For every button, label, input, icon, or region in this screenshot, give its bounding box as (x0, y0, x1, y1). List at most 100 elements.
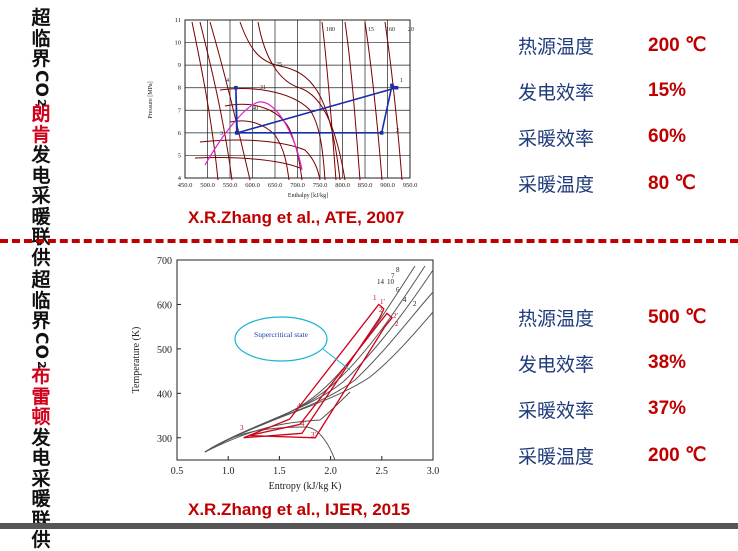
y-tick-label: 9 (178, 62, 181, 69)
isotherm-label: 15 (368, 27, 374, 33)
title-char: 电 (31, 447, 51, 470)
stat-row: 热源温度 500 ℃ (518, 294, 733, 340)
y-tick-label: 4 (178, 175, 182, 182)
title-co2: CO2 (31, 69, 51, 108)
x-tick-label: 1.5 (273, 466, 286, 477)
state-point-label: 3 (240, 424, 244, 432)
title-char: 采 (31, 467, 51, 490)
x-tick-label: 650.0 (268, 182, 283, 189)
title-char: 朗 (31, 103, 51, 126)
stat-row: 热源温度 200 ℃ (518, 22, 733, 68)
state-point-label: 3' (311, 431, 316, 439)
x-tick-label: 600.0 (245, 182, 260, 189)
cycle-point (234, 85, 238, 90)
bottom-stats: 热源温度 500 ℃ 发电效率 38% 采暖效率 37% 采暖温度 200 ℃ (518, 294, 733, 478)
stat-label: 热源温度 (518, 307, 595, 330)
x-tick-label: 550.0 (223, 182, 238, 189)
title-char: 联 (31, 226, 51, 249)
state-point-label: 4' (301, 420, 306, 428)
y-axis-label: Pressure [MPa] (148, 81, 154, 118)
y-tick-label: 500 (157, 345, 172, 356)
stat-label: 发电效率 (518, 81, 595, 104)
x-tick-label: 500.0 (200, 182, 215, 189)
y-tick-label: 700 (157, 256, 172, 267)
stat-value: 200 ℃ (648, 34, 707, 56)
x-tick-label: 900.0 (380, 182, 395, 189)
stat-row: 发电效率 38% (518, 340, 733, 386)
title-char: 临 (31, 27, 51, 50)
title-co2: CO2 (31, 331, 51, 370)
stat-label: 采暖效率 (518, 399, 595, 422)
stat-value: 60% (648, 126, 687, 147)
bottom-section-title: 超 临 界 CO2 布 雷 顿 发 电 采 暖 联 供 (28, 270, 54, 551)
state-point-label: 4 (226, 78, 229, 84)
x-tick-label: 1.0 (222, 466, 235, 477)
isotherm-label: 180 (326, 27, 335, 33)
x-tick-label: 850.0 (358, 182, 373, 189)
state-point-label: 1 (400, 78, 403, 84)
top-citation: X.R.Zhang et al., ATE, 2007 (188, 208, 405, 227)
title-char: 超 (31, 7, 51, 29)
y-tick-label: 600 (157, 300, 172, 311)
title-char: 超 (31, 269, 51, 291)
cycle-point (379, 131, 384, 135)
state-point-label: 4 (297, 402, 301, 410)
x-tick-label: 2.5 (376, 466, 389, 477)
bottom-bar (0, 523, 738, 529)
y-axis-label: Temperature (K) (131, 327, 142, 394)
state-point-label: 2 (396, 128, 399, 134)
state-point-label: 2 (395, 320, 399, 328)
stat-label: 发电效率 (518, 353, 595, 376)
stat-value: 38% (648, 352, 687, 373)
title-char: 暖 (31, 205, 51, 228)
cycle-line (248, 312, 393, 439)
plot-frame (176, 259, 434, 461)
isotherm-label: 25 (276, 62, 282, 68)
stat-row: 采暖效率 60% (518, 114, 733, 160)
stat-label: 热源温度 (518, 35, 595, 58)
x-tick-label: 750.0 (313, 182, 328, 189)
curve-label: 6 (396, 286, 400, 294)
stat-label: 采暖温度 (518, 173, 595, 196)
title-char: 供 (31, 529, 51, 551)
stat-row: 采暖温度 200 ℃ (518, 432, 733, 478)
title-char: 发 (31, 426, 51, 449)
isotherm-label: 160 (386, 27, 395, 33)
isotherm-label: 20 (408, 27, 414, 33)
title-char: 临 (31, 289, 51, 312)
title-char: 界 (31, 310, 51, 332)
supercritical-callout: Supercritical state (234, 316, 351, 371)
y-tick-label: 400 (157, 389, 172, 400)
title-char: 供 (31, 246, 51, 269)
title-char: 电 (31, 164, 51, 187)
stat-label: 采暖温度 (518, 445, 595, 468)
x-tick-label: 950.0 (403, 182, 418, 189)
bottom-citation: X.R.Zhang et al., IJER, 2015 (188, 500, 411, 519)
supercritical-label: Supercritical state (254, 330, 309, 339)
curve-label: 14 (377, 278, 385, 286)
title-char: 界 (31, 48, 51, 70)
x-tick-label: 2.0 (324, 466, 337, 477)
x-tick-label: 700.0 (290, 182, 305, 189)
stat-row: 发电效率 15% (518, 68, 733, 114)
isotherm-label: 31 (260, 85, 266, 91)
x-tick-label: 3.0 (427, 466, 440, 477)
x-tick-label: 800.0 (335, 182, 350, 189)
section-divider (0, 239, 738, 243)
state-point-label: 3 (220, 131, 223, 137)
x-axis-label: Enthalpy [kJ/kg] (288, 193, 328, 199)
state-point-label: 2 (379, 306, 383, 314)
cycle-line (235, 84, 399, 134)
title-char: 发 (31, 144, 51, 167)
y-tick-label: 5 (178, 152, 181, 159)
stat-value: 15% (648, 80, 687, 101)
x-tick-label: 450.0 (178, 182, 193, 189)
isotherm-label: 40 (252, 106, 258, 112)
curve-label: 4 (403, 296, 407, 304)
cycle-line (243, 303, 385, 439)
cycle-point (234, 131, 239, 135)
title-char: 布 (31, 365, 51, 388)
stat-value: 500 ℃ (648, 306, 707, 328)
state-point-label: 1' (380, 298, 385, 306)
y-tick-label: 7 (178, 107, 182, 114)
